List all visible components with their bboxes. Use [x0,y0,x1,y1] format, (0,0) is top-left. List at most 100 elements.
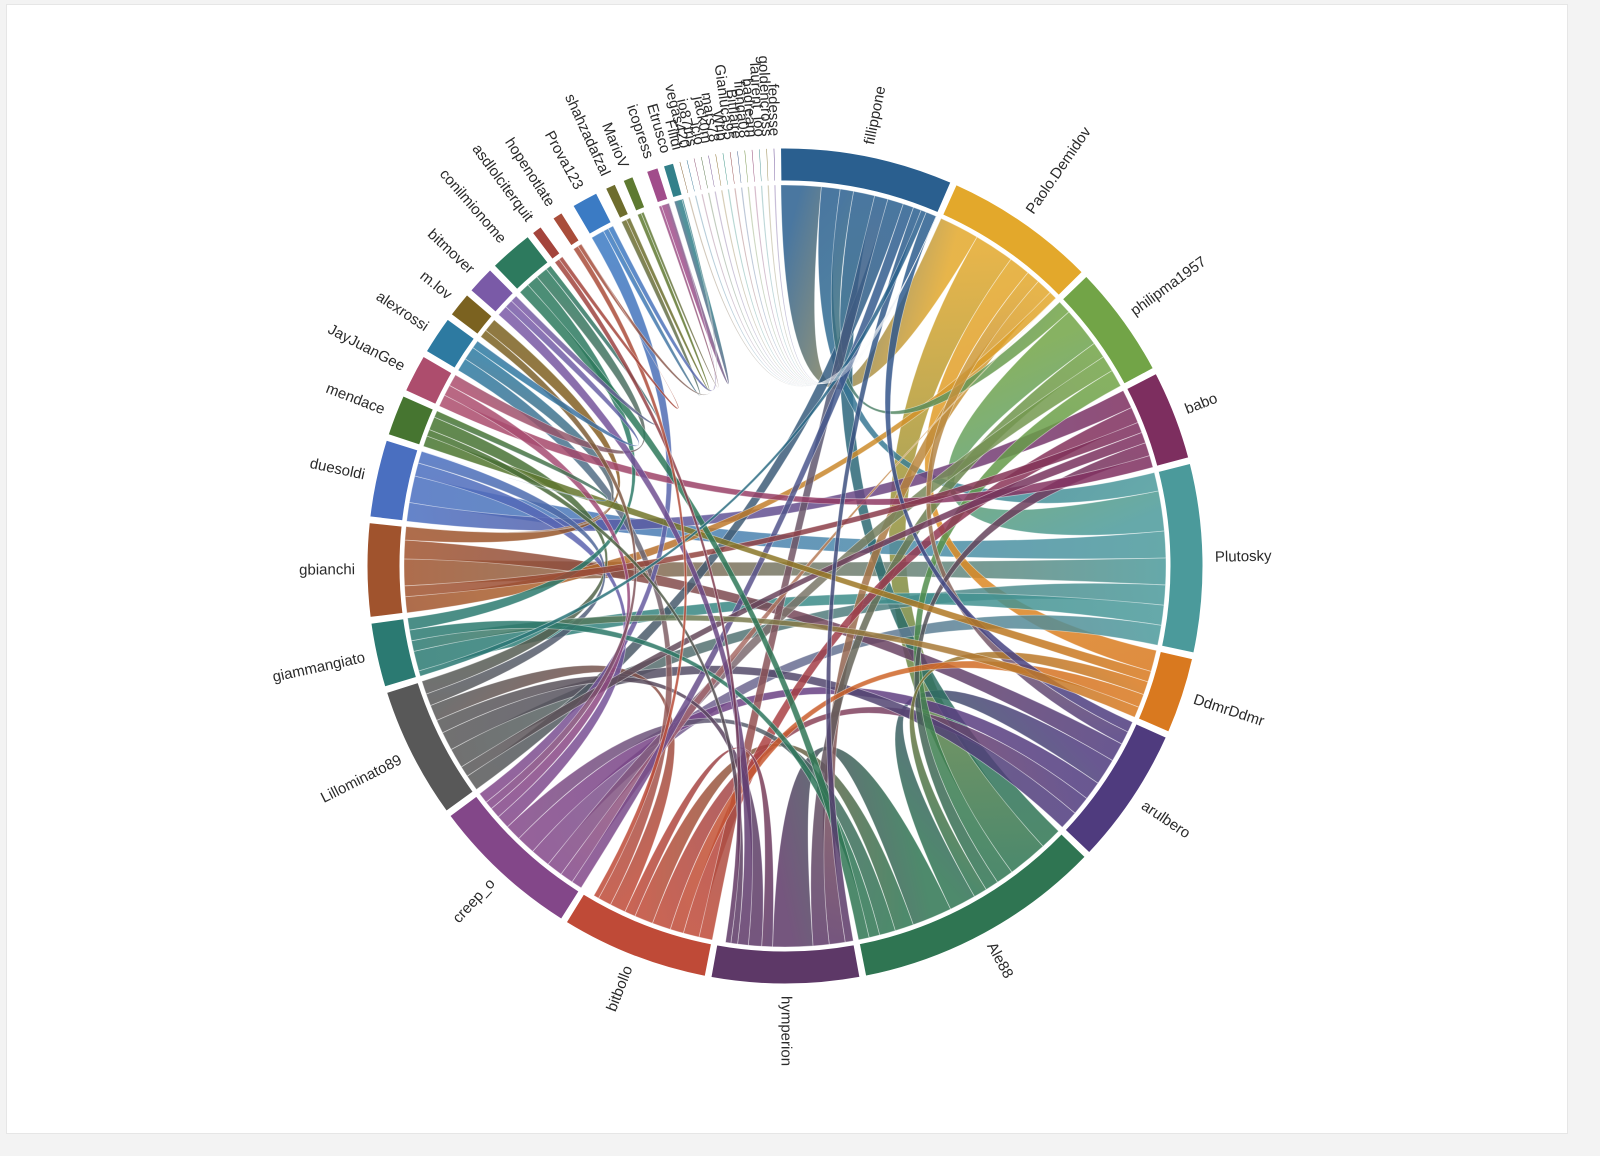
arc-Plutosky[interactable] [1157,462,1204,654]
ribbon-fillippone-vegas420[interactable] [694,195,937,387]
ribbon-babo-JayJuanGee[interactable] [438,394,1154,506]
group-label: bitbollo [603,963,636,1013]
ribbon-MarioV-icopress[interactable] [640,205,719,388]
ribbon-babo-Ale88[interactable] [913,442,1151,891]
arc-fionda08[interactable] [743,149,750,184]
ribbon-DdmrDdmr-giammangiato[interactable] [410,614,1140,718]
arc-asdlolciterquit[interactable] [531,226,561,260]
ribbon-fillippone-bitbollo[interactable] [698,195,889,941]
arc-badream[interactable] [750,148,756,183]
ribbon-babo-Lillominato89[interactable] [460,432,1147,777]
ribbon-hymperion-bitmover[interactable] [498,306,753,946]
arc-Ale88[interactable] [858,833,1086,977]
arc-Filidi[interactable] [678,160,690,195]
arc-Lillominato89[interactable] [385,681,474,812]
ribbon-fillippone-icio[interactable] [707,192,937,386]
ribbon-hymperion-mendace[interactable] [426,429,744,945]
group-label: giammangiato [271,649,367,686]
arc-conilmionome[interactable] [493,235,549,291]
group-label: gbianchi [299,561,355,579]
arc-laurent_loo[interactable] [758,148,763,183]
ribbon-babo-gbianchi[interactable] [404,421,1143,598]
arc-bitmover[interactable] [470,269,515,313]
arc-JayJuanGee[interactable] [404,355,453,406]
ribbon-fillippone-io87tris[interactable] [701,193,937,386]
ribbon-fillippone-Paolo.Demidov[interactable] [780,184,978,390]
group-label: bitmover [424,226,478,278]
arc-Bitflaire[interactable] [736,150,743,185]
arc-Prova123[interactable] [572,192,612,235]
group-label: Ale88 [983,940,1016,982]
group-label: fedesse [764,83,782,136]
ribbon-alexrossi-bitmover[interactable] [472,300,640,447]
arc-DdmrDdmr[interactable] [1137,650,1194,733]
arc-alexrossi[interactable] [425,318,475,369]
arc-creep_o[interactable] [449,795,580,920]
ribbon-duesoldi-mendace[interactable] [421,410,608,502]
arc-icio[interactable] [699,155,710,190]
arc-hopenotlate[interactable] [552,212,580,247]
arcs-layer [366,147,1204,985]
ribbon-fillippone-arulbero[interactable] [884,211,1134,733]
ribbon-asdlolciterquit-hopenotlate[interactable] [558,243,680,410]
arc-goldencross[interactable] [765,147,770,182]
arc-arulbero[interactable] [1064,723,1167,854]
arc-Wrib[interactable] [721,151,729,186]
arc-Gianluca95[interactable] [728,150,736,185]
group-label: philipma1957 [1127,253,1209,319]
arc-gbianchi[interactable] [366,522,404,618]
arc-babo[interactable] [1126,372,1190,467]
ribbon-creep_o-m.lov[interactable] [480,329,638,810]
arc-shahzadafzal[interactable] [604,183,630,219]
ribbon-creep_o-Prova123[interactable] [479,230,673,803]
ribbon-icopress-Etrusco[interactable] [660,198,730,385]
ribbon-fillippone-giammangiato[interactable] [418,209,927,677]
group-label: m.lov [417,268,456,304]
group-label: Wrib [709,109,730,142]
ribbon-fillippone-hymperion[interactable] [825,206,922,943]
ribbon-fillippone-Lillominato89[interactable] [466,198,904,791]
ribbon-fillippone-Wrib[interactable] [727,188,937,385]
arc-giammangiato[interactable] [370,618,418,688]
ribbon-fillippone-philipma1957[interactable] [830,188,1070,415]
group-label: creep_o [449,875,498,926]
arc-m.lov[interactable] [450,294,493,336]
ribbon-fillippone-jack0m[interactable] [714,191,937,386]
arc-icopress[interactable] [645,167,669,204]
group-label: mendace [324,380,388,418]
ribbon-DdmrDdmr-mendace[interactable] [422,435,1152,683]
ribbon-bitmover-conilmionome[interactable] [510,265,659,426]
arc-hymperion[interactable] [710,944,861,985]
ribbon-fillippone-Filidi[interactable] [688,196,937,387]
ribbon-fillippone-mars78[interactable] [720,190,937,386]
ribbon-Prova123-icopress[interactable] [607,202,717,392]
arc-duesoldi[interactable] [369,439,419,522]
ribbon-DdmrDdmr-Ale88[interactable] [909,651,1149,898]
arc-vegas420[interactable] [685,158,696,193]
ribbon-Ale88-conilmionome[interactable] [519,284,870,941]
ribbon-gbianchi-alexrossi[interactable] [405,347,615,534]
arc-fedesse[interactable] [772,147,777,182]
ribbon-Etrusco-hopenotlate[interactable] [577,198,718,396]
arc-philipma1957[interactable] [1061,275,1154,385]
group-label: JayJuanGee [325,321,408,375]
ribbon-creep_o-duesoldi[interactable] [414,462,628,828]
group-label: laurent_loo [746,62,768,137]
ribbon-bitbollo-hopenotlate[interactable] [572,245,688,899]
arc-fillippone[interactable] [780,147,952,214]
ribbon-hymperion-bitbollo[interactable] [624,747,774,948]
arc-Paolo.Demidov[interactable] [942,184,1083,297]
arc-Etrusco[interactable] [662,162,683,199]
arc-mars78[interactable] [714,153,723,188]
ribbon-shahzadafzal-MarioV[interactable] [625,212,710,392]
ribbon-hymperion-asdlolciterquit[interactable] [554,258,742,944]
group-label: DdmrDdmr [1191,691,1266,730]
arc-mendace[interactable] [387,395,435,446]
ribbon-Prova123-shahzadafzal[interactable] [602,219,701,396]
arc-jack0m[interactable] [707,154,716,189]
arc-io87tris[interactable] [692,157,703,191]
group-label: arulbero [1138,797,1193,842]
arc-MarioV[interactable] [622,176,646,212]
arc-bitbollo[interactable] [565,893,713,977]
